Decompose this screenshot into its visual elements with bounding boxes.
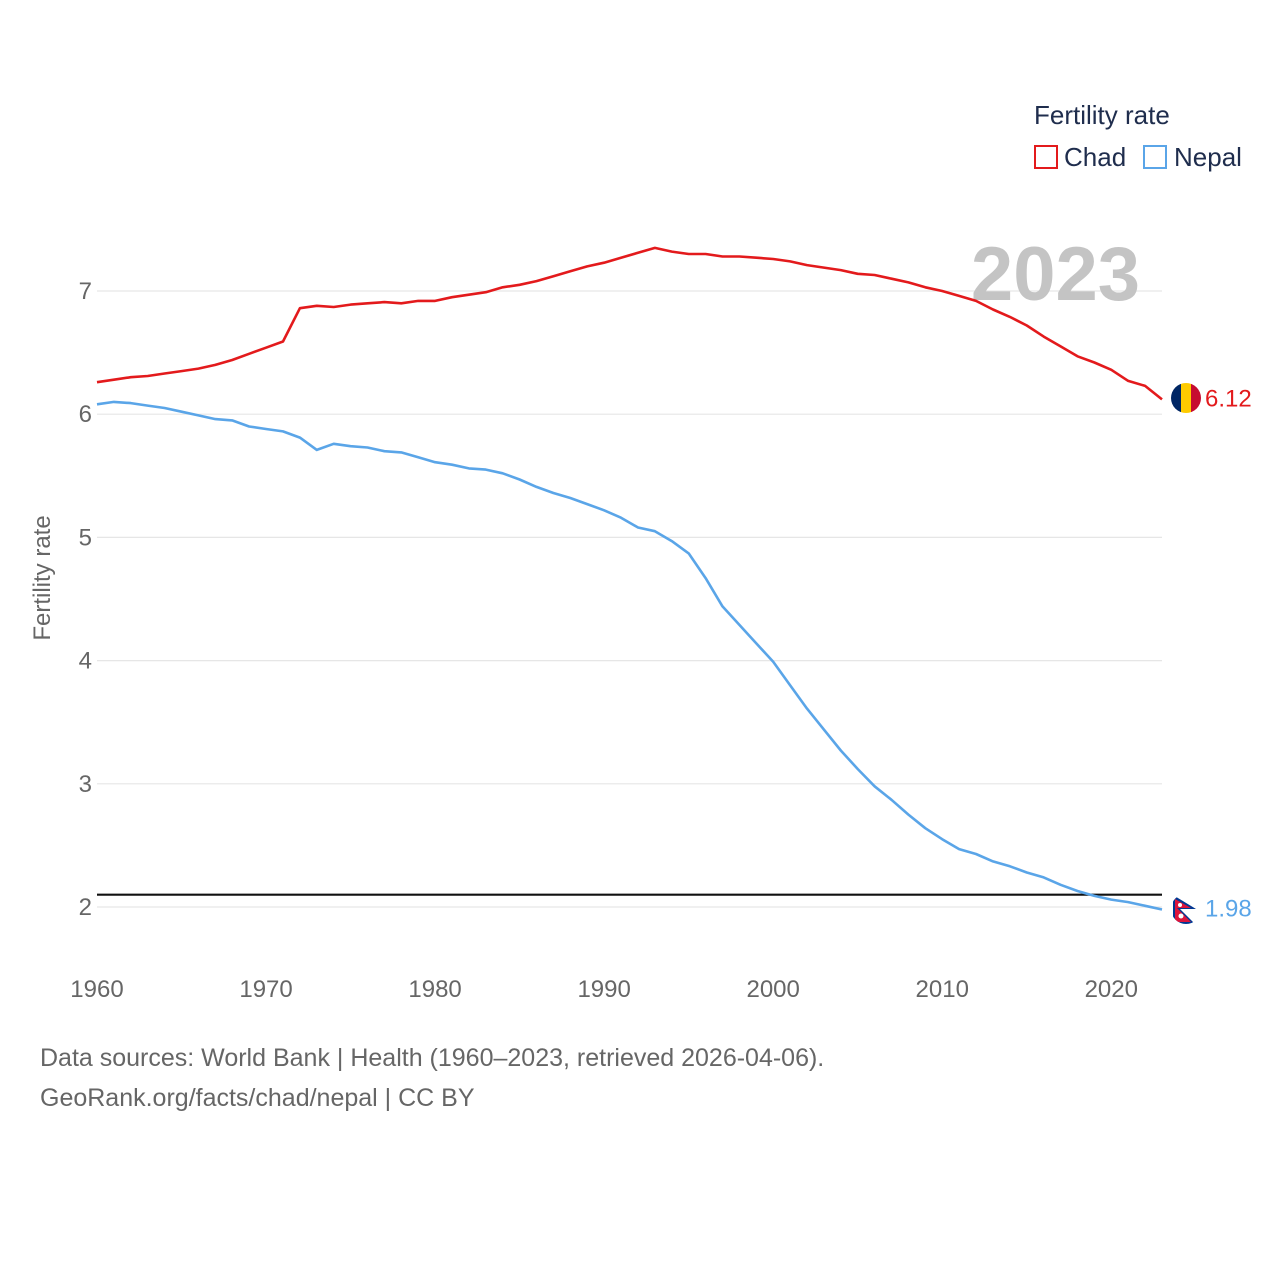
x-tick-label-1980: 1980 [408, 976, 461, 1003]
x-tick-label-1990: 1990 [577, 976, 630, 1003]
series-line-nepal [96, 400, 1163, 911]
y-axis-ticks: 2 3 4 5 6 7 [79, 278, 92, 921]
legend-item-nepal[interactable]: Nepal [1143, 142, 1242, 172]
y-tick-label-4: 4 [79, 648, 92, 675]
x-tick-label-2000: 2000 [746, 976, 799, 1003]
legend-swatch-nepal [1143, 145, 1167, 169]
y-axis-title: Fertility rate [29, 515, 56, 640]
y-tick-label-6: 6 [79, 401, 92, 428]
series-lines [96, 246, 1163, 911]
legend-title: Fertility rate [1034, 100, 1170, 130]
y-tick-label-5: 5 [79, 524, 92, 551]
highlight-year-label: 2023 [971, 232, 1140, 317]
x-tick-label-2020: 2020 [1085, 976, 1138, 1003]
y-tick-label-3: 3 [79, 771, 92, 798]
x-tick-label-1960: 1960 [70, 976, 123, 1003]
y-tick-label-2: 2 [79, 894, 92, 921]
legend-label-nepal: Nepal [1174, 142, 1242, 172]
legend-label-chad: Chad [1064, 142, 1126, 172]
x-tick-label-2010: 2010 [916, 976, 969, 1003]
legend: Fertility rate Chad Nepal [1034, 100, 1242, 172]
x-axis-ticks: 1960 1970 1980 1990 2000 2010 2020 [70, 976, 1138, 1003]
footer-sources: Data sources: World Bank | Health (1960–… [40, 1044, 825, 1072]
legend-item-chad[interactable]: Chad [1034, 142, 1126, 172]
legend-swatch-chad [1034, 145, 1058, 169]
chad-flag-icon [1171, 383, 1201, 413]
nepal-flag-icon [1171, 894, 1201, 924]
gridlines [97, 290, 1162, 908]
y-tick-label-7: 7 [79, 278, 92, 305]
x-tick-label-1970: 1970 [239, 976, 292, 1003]
end-labels: 6.12 1.98 [1205, 385, 1252, 922]
end-label-chad: 6.12 [1205, 385, 1252, 412]
footer-credit: GeoRank.org/facts/chad/nepal | CC BY [40, 1084, 475, 1112]
end-label-nepal: 1.98 [1205, 895, 1252, 922]
series-line-chad [96, 246, 1163, 401]
